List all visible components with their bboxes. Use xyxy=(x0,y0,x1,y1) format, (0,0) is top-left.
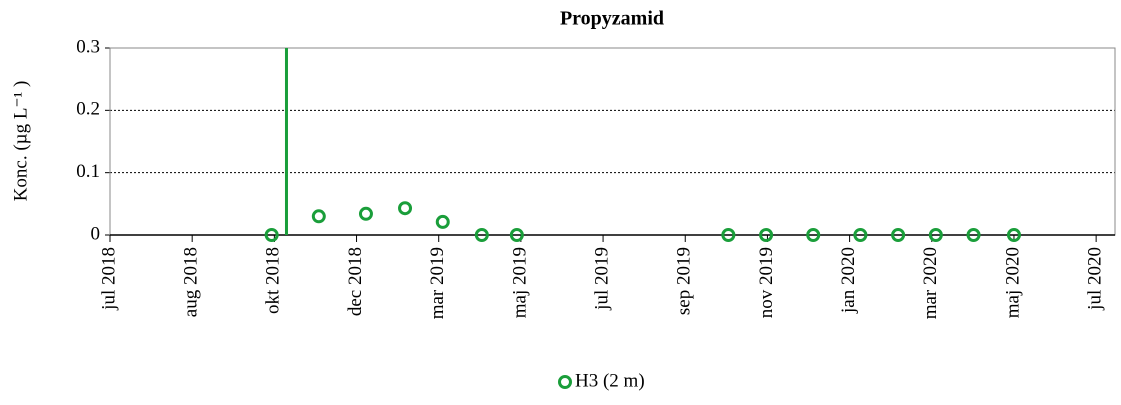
chart-title: Propyzamid xyxy=(560,8,664,30)
point xyxy=(759,228,774,242)
y-tick-label: 0.2 xyxy=(76,99,100,120)
point xyxy=(891,228,906,242)
y-tick-label: 0 xyxy=(91,223,101,244)
point xyxy=(264,228,279,242)
point xyxy=(474,228,489,242)
point xyxy=(966,228,981,242)
point xyxy=(435,214,450,229)
plot-frame xyxy=(109,47,1116,236)
y-tick-label: 0.3 xyxy=(76,36,100,57)
point xyxy=(806,228,821,242)
point xyxy=(928,228,943,242)
point xyxy=(721,228,736,242)
x-tick-label: aug 2018 xyxy=(181,247,202,317)
y-tick-label: 0.1 xyxy=(76,161,100,182)
x-tick-label: mar 2020 xyxy=(920,247,941,319)
y-axis-label: Konc. (µg L⁻¹ ) xyxy=(10,81,31,202)
x-tick-label: dec 2018 xyxy=(345,247,366,316)
point xyxy=(311,209,326,224)
point xyxy=(509,228,524,242)
x-tick-label: maj 2019 xyxy=(509,247,530,318)
point xyxy=(358,206,373,221)
legend-marker xyxy=(558,375,572,389)
x-tick-label: okt 2018 xyxy=(263,247,284,314)
x-tick-label: jul 2018 xyxy=(98,247,119,311)
x-tick-label: mar 2019 xyxy=(427,247,448,319)
x-tick-label: jul 2019 xyxy=(591,247,612,311)
point xyxy=(853,228,868,242)
point xyxy=(398,201,413,216)
legend-label: H3 (2 m) xyxy=(575,370,645,391)
x-tick-label: nov 2019 xyxy=(756,247,777,318)
x-tick-label: maj 2020 xyxy=(1002,247,1023,318)
x-tick-label: jan 2020 xyxy=(838,247,859,314)
x-tick-label: sep 2019 xyxy=(674,247,695,315)
x-tick-label: jul 2020 xyxy=(1084,247,1105,311)
point xyxy=(1006,228,1021,242)
